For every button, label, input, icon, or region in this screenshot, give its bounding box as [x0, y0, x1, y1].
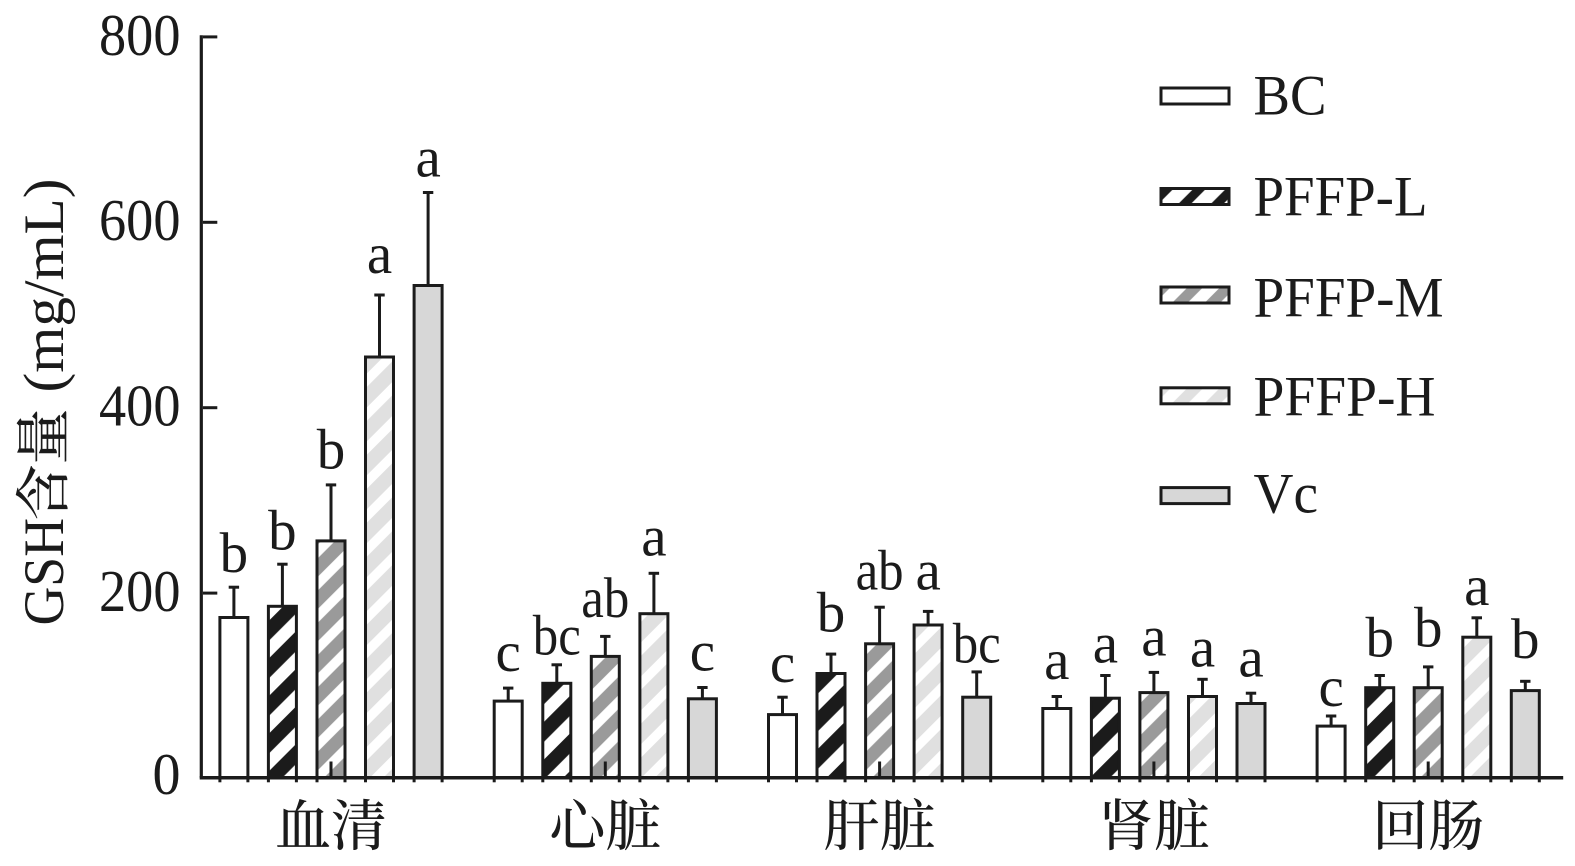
- svg-text:b: b: [1365, 607, 1394, 670]
- svg-text:a: a: [1464, 555, 1489, 618]
- svg-text:GSH: GSH: [13, 518, 76, 626]
- svg-text:b: b: [220, 522, 249, 585]
- svg-text:a: a: [367, 223, 392, 286]
- svg-text:a: a: [1141, 606, 1166, 669]
- svg-text:a: a: [415, 127, 440, 190]
- svg-text:a: a: [1093, 613, 1118, 676]
- svg-text:b: b: [1511, 608, 1540, 671]
- svg-text:b: b: [317, 419, 346, 482]
- svg-text:0: 0: [153, 741, 181, 807]
- svg-text:b: b: [268, 500, 297, 563]
- svg-text:PFFP-M: PFFP-M: [1254, 267, 1444, 330]
- svg-text:(mg/mL): (mg/mL): [13, 179, 76, 393]
- svg-text:PFFP-H: PFFP-H: [1254, 366, 1436, 429]
- svg-text:bc: bc: [533, 604, 581, 667]
- svg-text:800: 800: [99, 2, 181, 68]
- svg-text:ab: ab: [856, 540, 904, 603]
- svg-text:Vc: Vc: [1254, 463, 1319, 526]
- svg-text:PFFP-L: PFFP-L: [1254, 166, 1428, 229]
- svg-text:c: c: [496, 621, 521, 684]
- svg-text:a: a: [915, 540, 940, 603]
- svg-text:BC: BC: [1254, 65, 1327, 128]
- svg-text:a: a: [1044, 629, 1069, 692]
- svg-text:c: c: [1318, 656, 1343, 719]
- svg-text:a: a: [1190, 617, 1215, 680]
- svg-text:c: c: [770, 632, 795, 695]
- svg-text:400: 400: [99, 373, 181, 439]
- svg-text:b: b: [1414, 597, 1443, 660]
- svg-text:a: a: [1238, 626, 1263, 689]
- svg-text:ab: ab: [581, 567, 629, 630]
- svg-text:600: 600: [99, 187, 181, 253]
- svg-text:bc: bc: [953, 612, 1001, 675]
- svg-text:b: b: [817, 582, 846, 645]
- svg-text:c: c: [690, 620, 715, 683]
- svg-text:a: a: [641, 506, 666, 569]
- svg-text:200: 200: [99, 558, 181, 624]
